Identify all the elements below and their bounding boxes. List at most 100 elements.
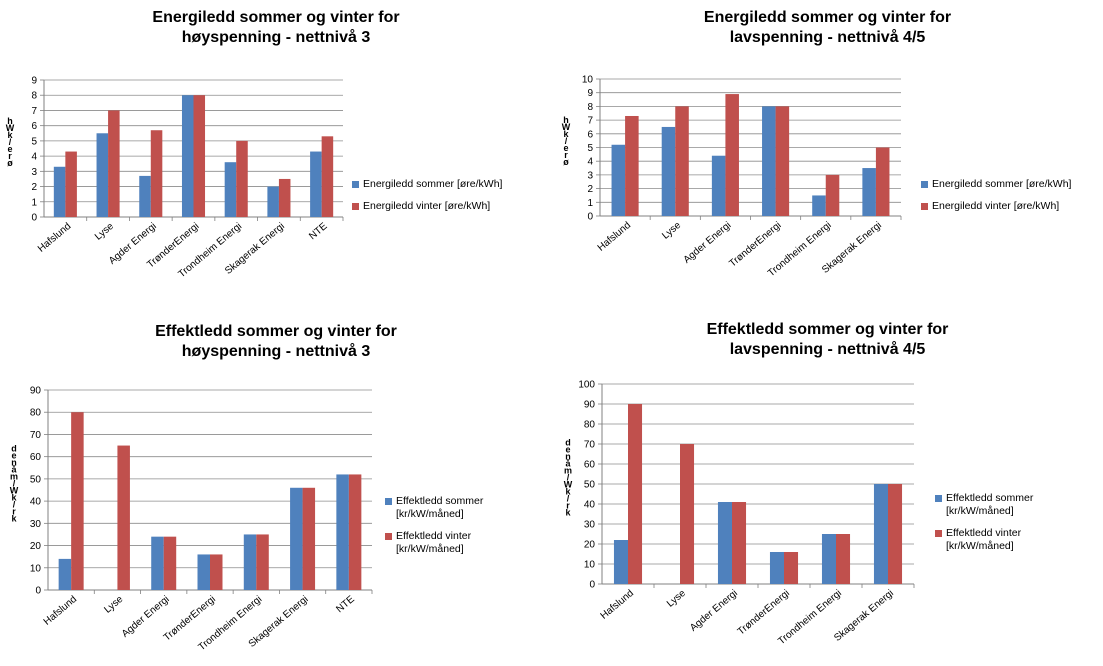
bar-vinter: [65, 151, 77, 217]
y-tick-label: 60: [30, 452, 42, 463]
bar-vinter: [150, 130, 163, 217]
y-tick-label: 2: [587, 184, 593, 195]
bar-vinter: [836, 534, 851, 584]
bar-vinter: [236, 140, 248, 217]
bar-vinter: [302, 487, 316, 590]
bar-sommer: [139, 175, 151, 217]
bar-vinter: [775, 106, 790, 216]
y-tick-label: 1: [587, 198, 593, 209]
x-tick-label: TrønderEnergi: [736, 588, 792, 638]
bar-vinter: [625, 115, 639, 216]
bar-vinter: [784, 552, 799, 584]
x-tick-label: Lyse: [660, 220, 683, 242]
legend-swatch-sommer: [921, 181, 928, 188]
chart-legend: Energiledd sommer [øre/kWh] Energiledd v…: [921, 178, 1101, 222]
y-tick-label: 0: [35, 586, 41, 597]
bar-sommer: [873, 484, 888, 584]
legend-swatch-sommer: [352, 181, 359, 188]
y-tick-label: 90: [584, 400, 596, 411]
legend-label-vinter: Effektledd vinter [kr/kW/måned]: [396, 530, 472, 555]
bar-sommer: [812, 195, 826, 216]
y-tick-label: 4: [587, 157, 593, 168]
legend-item-sommer: Effektledd sommer [kr/kW/måned]: [385, 495, 525, 521]
x-tick-label: NTE: [334, 594, 357, 615]
chart-title-line-2: lavspenning - nettnivå 4/5: [729, 341, 926, 358]
bar-sommer: [762, 106, 776, 216]
x-tick-label: Lyse: [93, 221, 116, 243]
y-tick-label: 50: [584, 480, 596, 491]
legend-label-sommer: Effektledd sommer [kr/kW/måned]: [396, 495, 484, 520]
bar-vinter: [875, 147, 890, 216]
y-tick-label: 9: [587, 88, 593, 99]
bar-sommer: [661, 126, 676, 216]
x-tick-label: Hafslund: [596, 220, 633, 254]
y-tick-label: 3: [587, 170, 593, 181]
chart-title-line-2: lavspenning - nettnivå 4/5: [729, 29, 926, 46]
y-tick-label: 70: [584, 440, 596, 451]
bar-sommer: [53, 166, 66, 217]
y-tick-label: 20: [584, 540, 596, 551]
x-tick-label: Hafslund: [42, 594, 79, 628]
legend-swatch-vinter: [385, 533, 392, 540]
x-tick-label: Hafslund: [36, 221, 73, 255]
chart-title: Energiledd sommer og vinter for høyspenn…: [0, 8, 552, 48]
chart-panel-energiledd-hoyspenning: Energiledd sommer og vinter for høyspenn…: [0, 0, 552, 333]
y-tick-label: 30: [30, 519, 42, 530]
y-tick-label: 6: [587, 129, 593, 140]
y-tick-label: 5: [587, 143, 593, 154]
legend-swatch-vinter: [921, 203, 928, 210]
legend-item-vinter: Effektledd vinter [kr/kW/måned]: [385, 530, 525, 556]
chart-legend: Effektledd sommer [kr/kW/måned] Effektle…: [935, 492, 1075, 562]
chart-title: Energiledd sommer og vinter for lavspenn…: [552, 8, 1103, 48]
bar-vinter: [348, 474, 362, 590]
y-tick-label: 8: [587, 102, 593, 113]
bar-sommer: [96, 133, 109, 217]
y-tick-label: 50: [30, 474, 42, 485]
bar-sommer: [267, 186, 279, 217]
bar-sommer: [717, 502, 732, 584]
chart-title-line-2: høyspenning - nettnivå 3: [181, 343, 371, 360]
bar-sommer: [151, 536, 164, 590]
y-tick-label: 20: [30, 541, 42, 552]
bar-vinter: [732, 502, 747, 584]
y-tick-label: 7: [587, 116, 593, 127]
x-tick-label: Lyse: [665, 588, 688, 610]
bar-vinter: [825, 174, 840, 216]
bar-sommer: [611, 144, 626, 216]
y-tick-label: 30: [584, 520, 596, 531]
x-tick-label: Hafslund: [599, 588, 636, 622]
legend-item-sommer: Energiledd sommer [øre/kWh]: [352, 178, 547, 191]
chart-title-line-1: Energiledd sommer og vinter for: [152, 9, 400, 26]
bar-vinter: [680, 444, 695, 584]
chart-title-line-1: Energiledd sommer og vinter for: [703, 9, 952, 26]
bar-vinter: [163, 536, 177, 590]
y-tick-label: 10: [30, 563, 42, 574]
y-tick-label: 1: [31, 197, 37, 208]
chart-title: Effektledd sommer og vinter for høyspenn…: [0, 322, 552, 362]
y-tick-label: 90: [30, 386, 42, 397]
bar-vinter: [210, 554, 223, 590]
bar-sommer: [181, 95, 194, 217]
x-tick-label: NTE: [307, 221, 330, 242]
bar-vinter: [675, 106, 689, 216]
bar-sommer: [58, 558, 72, 590]
y-tick-label: 80: [30, 408, 42, 419]
y-tick-label: 3: [31, 167, 37, 178]
legend-swatch-sommer: [385, 498, 392, 505]
chart-title-line-1: Effektledd sommer og vinter for: [155, 323, 397, 340]
bar-vinter: [628, 404, 643, 584]
legend-label-sommer: Energiledd sommer [øre/kWh]: [932, 178, 1072, 190]
bar-sommer: [243, 534, 257, 590]
bar-sommer: [310, 151, 322, 217]
y-tick-label: 9: [31, 76, 37, 87]
x-tick-label: Agder Energi: [682, 220, 734, 266]
x-tick-label: Agder Energi: [688, 588, 740, 634]
chart-title-line-2: høyspenning - nettnivå 3: [181, 29, 371, 46]
chart-title-line-1: Effektledd sommer og vinter for: [706, 321, 949, 338]
legend-label-vinter: Effektledd vinter [kr/kW/måned]: [946, 527, 1022, 552]
y-tick-label: 10: [584, 560, 596, 571]
bar-sommer: [224, 162, 237, 217]
